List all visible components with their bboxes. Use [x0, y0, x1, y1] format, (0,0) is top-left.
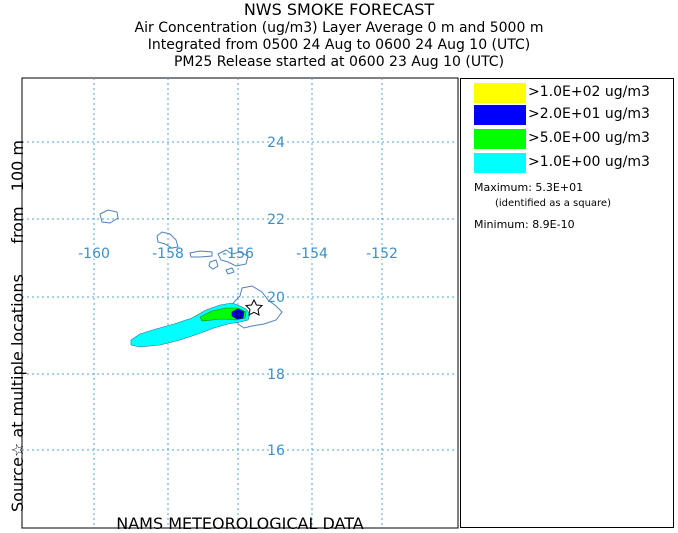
- minimum-value: 8.9E-10: [532, 218, 575, 231]
- map-frame: [21, 77, 459, 529]
- maximum-label: Maximum:: [474, 181, 532, 194]
- latitude-label: 20: [267, 290, 285, 306]
- island-niihau: [99, 209, 119, 224]
- latitude-label: 22: [267, 212, 285, 228]
- island-molokai: [189, 250, 213, 258]
- maximum-stat: Maximum: 5.3E+01: [474, 181, 583, 194]
- legend-label: >1.0E+02 ug/m3: [528, 84, 650, 100]
- concentration-description: Air Concentration (ug/m3) Layer Average …: [134, 20, 544, 36]
- legend-label: >5.0E+00 ug/m3: [528, 130, 650, 146]
- longitude-label: -160: [78, 246, 110, 262]
- legend-label: >1.0E+00 ug/m3: [528, 154, 650, 170]
- latitude-label: 16: [267, 443, 285, 459]
- release-start: PM25 Release started at 0600 23 Aug 10 (…: [173, 54, 505, 70]
- island-kahoolawe: [225, 267, 235, 275]
- longitude-label: -158: [152, 246, 184, 262]
- smoke-plume: [130, 302, 251, 348]
- lat-lon-grid: -160 -158 -156 -154 -152 24 22 20 18 16: [22, 78, 458, 528]
- minimum-label: Minimum:: [474, 218, 529, 231]
- legend-swatch: [474, 83, 526, 103]
- legend-swatch: [474, 129, 526, 149]
- latitude-label: 18: [267, 367, 285, 383]
- latitude-label: 24: [267, 135, 285, 151]
- maximum-value: 5.3E+01: [535, 181, 584, 194]
- maximum-square: [235, 311, 242, 318]
- source-location-label: Source☆ at multiple locations from 100 m: [8, 72, 27, 512]
- source-text: Source: [8, 457, 27, 512]
- island-oahu: [156, 231, 179, 249]
- source-details: at multiple locations from 100 m: [8, 139, 27, 438]
- island-maui: [217, 249, 249, 267]
- legend-label: >2.0E+01 ug/m3: [528, 106, 650, 122]
- longitude-label: -152: [366, 246, 398, 262]
- longitude-label: -154: [296, 246, 328, 262]
- star-icon: [244, 298, 264, 316]
- legend-swatch: [474, 105, 526, 125]
- minimum-stat: Minimum: 8.9E-10: [474, 218, 575, 231]
- legend-panel: >1.0E+02 ug/m3 >2.0E+01 ug/m3 >5.0E+00 u…: [460, 78, 674, 528]
- coastlines: [99, 209, 283, 329]
- legend-swatch: [474, 153, 526, 173]
- island-lanai: [208, 259, 219, 270]
- source-star-icon: ☆: [8, 442, 27, 458]
- maximum-note: (identified as a square): [495, 198, 611, 209]
- meteorological-data-label: NAMS METEOROLOGICAL DATA: [116, 514, 364, 533]
- longitude-label: -156: [222, 246, 254, 262]
- forecast-title: NWS SMOKE FORECAST: [243, 0, 435, 19]
- integration-period: Integrated from 0500 24 Aug to 0600 24 A…: [147, 37, 531, 53]
